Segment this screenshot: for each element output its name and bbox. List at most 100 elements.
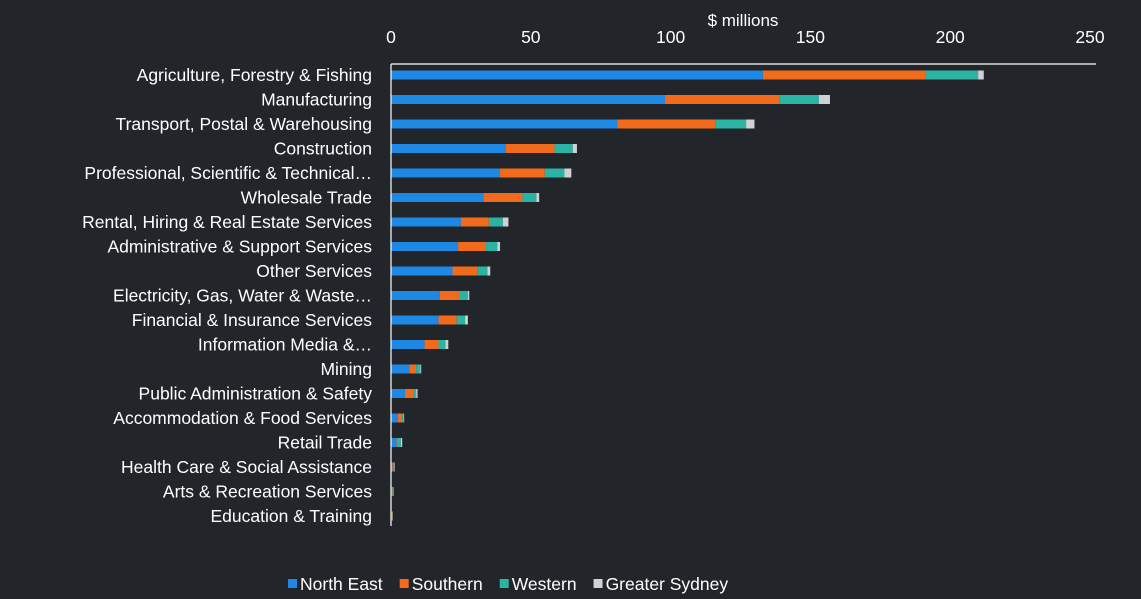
- category-label: Arts & Recreation Services: [163, 482, 372, 502]
- bar-segment-north-east: [391, 119, 618, 129]
- category-label: Electricity, Gas, Water & Waste…: [113, 286, 372, 306]
- category-label: Public Administration & Safety: [139, 384, 373, 404]
- bar-segment-western: [522, 193, 537, 202]
- bar-segment-western: [392, 487, 393, 496]
- bar-segment-greater-sydney: [420, 364, 422, 374]
- bar-segment-north-east: [391, 413, 398, 423]
- category-label: Retail Trade: [278, 433, 372, 453]
- bar-segment-western: [397, 438, 401, 447]
- bar-segment-southern: [391, 511, 393, 521]
- bar-segment-greater-sydney: [487, 266, 491, 276]
- bar-segment-north-east: [391, 193, 484, 202]
- legend-label: North East: [300, 574, 383, 594]
- bar-segment-greater-sydney: [393, 462, 395, 472]
- bar-segment-southern: [505, 144, 555, 153]
- legend-label: Greater Sydney: [606, 574, 729, 594]
- legend-swatch: [593, 579, 603, 588]
- category-label: Agriculture, Forestry & Fishing: [137, 65, 372, 85]
- bar-segment-north-east: [391, 242, 459, 251]
- category-label: Manufacturing: [261, 90, 372, 110]
- category-label: Information Media &…: [198, 335, 372, 355]
- bar-segment-western: [477, 266, 488, 276]
- bar-segment-north-east: [391, 291, 440, 300]
- category-label: Transport, Postal & Warehousing: [116, 114, 372, 134]
- category-label: Other Services: [256, 261, 372, 281]
- legend-swatch: [499, 579, 509, 588]
- bar-segment-southern: [439, 291, 460, 300]
- category-label: Administrative & Support Services: [107, 237, 372, 257]
- bar-segment-western: [544, 168, 565, 178]
- bar-segment-western: [402, 413, 404, 423]
- bar-segment-southern: [424, 340, 439, 349]
- bar-segment-north-east: [391, 144, 506, 153]
- bar-segment-greater-sydney: [403, 413, 405, 423]
- bar-segment-southern: [396, 438, 398, 447]
- bar-segment-greater-sydney: [746, 119, 755, 129]
- category-label: Education & Training: [211, 506, 373, 526]
- bar-segment-north-east: [391, 340, 425, 349]
- bar-segment-north-east: [391, 266, 453, 276]
- bar-segment-southern: [404, 389, 414, 398]
- bar-segment-southern: [458, 242, 487, 251]
- bar-segment-greater-sydney: [818, 95, 830, 104]
- bar-segment-southern: [665, 95, 780, 104]
- bar-segment-north-east: [391, 168, 501, 178]
- bar-segment-western: [438, 340, 446, 349]
- bar-segment-greater-sydney: [400, 438, 403, 447]
- legend: North East Southern Western Greater Sydney: [288, 574, 728, 594]
- bar-segment-western: [554, 144, 573, 153]
- bar-segment-southern: [617, 119, 716, 129]
- bar-segment-southern: [391, 487, 393, 496]
- bar-segment-north-east: [391, 438, 397, 447]
- bar-segment-southern: [397, 413, 403, 423]
- bar-segment-north-east: [391, 70, 763, 80]
- bar-segment-north-east: [391, 364, 410, 374]
- bar-segment-greater-sydney: [502, 217, 509, 227]
- bar-segment-southern: [409, 364, 417, 374]
- legend-swatch: [288, 579, 297, 588]
- bar-segment-western: [715, 119, 747, 129]
- bar-segment-greater-sydney: [392, 487, 394, 496]
- category-label: Mining: [320, 359, 372, 379]
- bar-segment-western: [488, 217, 503, 227]
- bar-segment-greater-sydney: [572, 144, 577, 153]
- bar-segment-greater-sydney: [416, 389, 418, 398]
- bar-segment-greater-sydney: [445, 340, 449, 349]
- bar-segment-north-east: [391, 389, 405, 398]
- bar-segment-greater-sydney: [536, 193, 540, 202]
- bar-segment-western: [779, 95, 819, 104]
- category-label: Wholesale Trade: [241, 188, 372, 208]
- bar-segment-north-east: [391, 217, 461, 227]
- category-label: Accommodation & Food Services: [113, 408, 372, 428]
- legend-label: Southern: [412, 574, 483, 594]
- bar-segment-western: [486, 242, 498, 251]
- bar-segment-southern: [460, 217, 489, 227]
- bar-segment-western: [413, 389, 417, 398]
- category-label: Financial & Insurance Services: [132, 310, 372, 330]
- category-label: Construction: [274, 139, 372, 159]
- bar-segment-greater-sydney: [465, 315, 468, 325]
- bar-segment-southern: [483, 193, 523, 202]
- bar-area: [391, 70, 984, 521]
- legend-label: Western: [512, 574, 577, 594]
- bar-segment-southern: [392, 462, 394, 472]
- x-tick-label: 0: [386, 27, 396, 47]
- bar-segment-southern: [438, 315, 457, 325]
- bar-segment-greater-sydney: [978, 70, 984, 80]
- bar-segment-southern: [762, 70, 926, 80]
- x-tick-label: 250: [1075, 27, 1104, 47]
- bar-segment-western: [459, 291, 468, 300]
- category-label: Professional, Scientific & Technical…: [84, 163, 372, 183]
- category-label: Rental, Hiring & Real Estate Services: [82, 212, 372, 232]
- bar-segment-western: [416, 364, 421, 374]
- legend-swatch: [399, 579, 409, 588]
- x-tick-label: 50: [521, 27, 541, 47]
- category-label: Health Care & Social Assistance: [121, 457, 372, 477]
- bar-segment-western: [925, 70, 979, 80]
- x-tick-label: 200: [936, 27, 965, 47]
- bar-segment-north-east: [391, 462, 393, 472]
- bar-segment-north-east: [391, 315, 439, 325]
- bar-segment-north-east: [391, 95, 666, 104]
- bar-segment-western: [393, 462, 394, 472]
